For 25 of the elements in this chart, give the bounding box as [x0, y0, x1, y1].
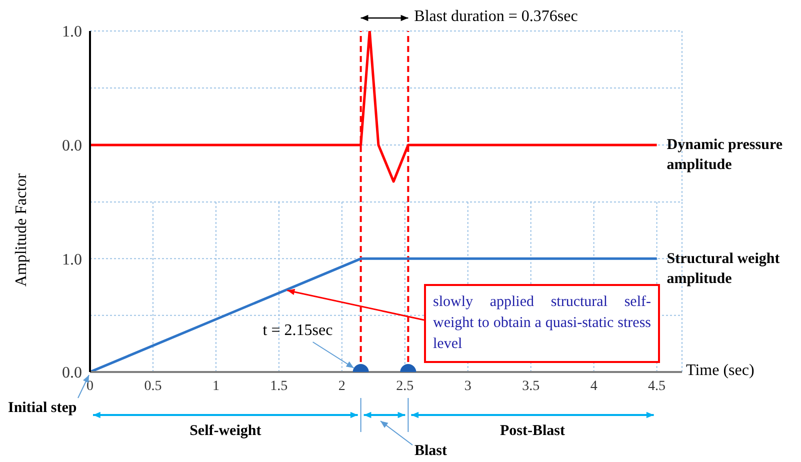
- text: Blast duration = 0.376sec: [414, 8, 578, 26]
- x-tick-label: 3: [464, 378, 472, 394]
- x-tick-label: 4.5: [648, 378, 666, 394]
- text: Blast: [414, 443, 447, 460]
- series-label: Dynamic pressure amplitude: [666, 136, 784, 175]
- x-tick-label: 0: [86, 378, 94, 394]
- x-tick-label: 2.5: [396, 378, 414, 394]
- y-tick-label: 1.0: [62, 251, 82, 268]
- x-axis-title: Time (sec): [686, 362, 754, 380]
- y-tick-label: 0.0: [62, 138, 82, 155]
- x-tick-label: 4: [590, 378, 598, 394]
- y-tick-label: 1.0: [62, 24, 82, 41]
- x-tick-label: 1: [212, 378, 220, 394]
- x-tick-label: 1.5: [270, 378, 288, 394]
- x-tick-label: 2: [338, 378, 346, 394]
- annotation: t = 2.15sec: [262, 322, 333, 340]
- series-label: Structural weight amplitude: [666, 250, 781, 289]
- note-box: slowly applied structural self-weight to obtain a quasi-static stress level: [424, 284, 660, 363]
- y-tick-label: 0.0: [62, 364, 82, 382]
- text: Post-Blast: [500, 423, 565, 440]
- x-tick-label: 0.5: [144, 378, 162, 394]
- x-tick-label: 3.5: [522, 378, 540, 394]
- text: Self-weight: [190, 423, 262, 440]
- annotation: Initial step: [8, 400, 77, 417]
- y-axis-title: Amplitude Factor: [13, 173, 31, 287]
